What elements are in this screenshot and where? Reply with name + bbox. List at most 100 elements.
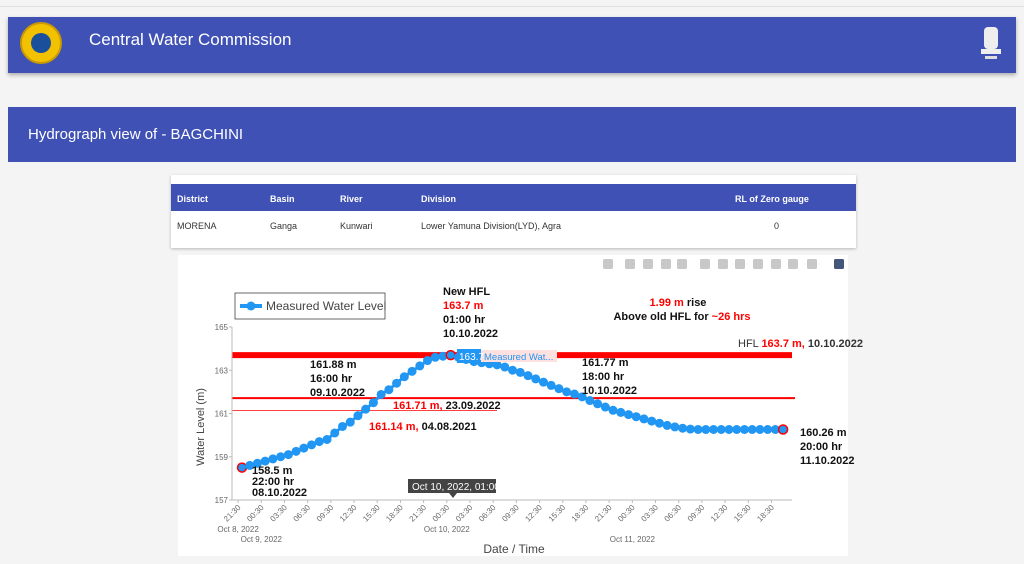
data-point[interactable] — [662, 420, 672, 430]
data-point[interactable] — [368, 398, 378, 408]
data-point[interactable] — [716, 425, 726, 435]
data-point[interactable] — [701, 425, 711, 435]
data-point[interactable] — [631, 412, 641, 422]
data-point[interactable] — [685, 424, 695, 434]
data-point[interactable] — [345, 417, 355, 427]
data-point[interactable] — [577, 392, 587, 402]
pan-icon[interactable] — [643, 259, 653, 269]
reset-axes-icon[interactable] — [753, 259, 763, 269]
data-point[interactable] — [291, 446, 301, 456]
legend[interactable]: Measured Water Level — [234, 292, 386, 320]
hover-closest-icon[interactable] — [788, 259, 798, 269]
data-point[interactable] — [670, 422, 680, 432]
x-tick-label: 03:30 — [268, 503, 289, 524]
cell-district: MORENA — [177, 221, 217, 231]
data-point[interactable] — [492, 360, 502, 370]
data-point[interactable] — [268, 454, 278, 464]
start-time: 22:00 hr — [252, 476, 295, 488]
data-point[interactable] — [299, 443, 309, 453]
x-tick-label: 06:30 — [663, 503, 684, 524]
data-point[interactable] — [585, 396, 595, 406]
plotly-logo-icon[interactable] — [834, 259, 844, 269]
data-point[interactable] — [322, 434, 332, 444]
data-point[interactable] — [732, 425, 742, 435]
data-point[interactable] — [252, 458, 262, 468]
data-point[interactable] — [709, 425, 719, 435]
data-point[interactable] — [438, 351, 448, 361]
hydrograph-chart[interactable]: 157 159 161 163 165 21:30 Oct 8, 2022 00:30 Oct … — [178, 255, 863, 556]
data-point[interactable] — [384, 385, 394, 395]
data-point[interactable] — [392, 378, 402, 388]
x-tick-label: 21:30 — [593, 503, 614, 524]
x-tick-label: 09:30 — [315, 503, 336, 524]
hover-compare-icon[interactable] — [807, 259, 817, 269]
data-point[interactable] — [755, 425, 765, 435]
data-point[interactable] — [245, 460, 255, 470]
camera-icon[interactable] — [603, 259, 613, 269]
data-point[interactable] — [739, 425, 749, 435]
table-header: District Basin River Division RL of Zero… — [171, 184, 856, 211]
data-point[interactable] — [523, 371, 533, 381]
data-point[interactable] — [361, 404, 371, 414]
data-point[interactable] — [554, 384, 564, 394]
data-point[interactable] — [639, 414, 649, 424]
zoom-in-icon[interactable] — [700, 259, 710, 269]
app-header: Central Water Commission — [8, 17, 1016, 73]
cell-rl-zero: 0 — [774, 221, 780, 231]
data-point[interactable] — [353, 411, 363, 421]
data-point[interactable] — [423, 356, 433, 366]
new-hfl-value: 163.7 m — [443, 300, 484, 312]
data-point[interactable] — [693, 425, 703, 435]
data-point[interactable] — [260, 456, 270, 466]
data-point[interactable] — [546, 380, 556, 390]
cross-up-date: 09.10.2022 — [310, 387, 365, 399]
data-point[interactable] — [445, 349, 456, 361]
data-point[interactable] — [747, 425, 757, 435]
spike-lines-icon[interactable] — [771, 259, 781, 269]
data-point[interactable] — [376, 389, 386, 399]
data-point[interactable] — [500, 362, 510, 372]
x-tick-label: 21:30 — [222, 503, 243, 524]
data-point[interactable] — [593, 399, 603, 409]
data-point[interactable] — [236, 462, 248, 473]
x-tick-date-label: Oct 11, 2022 — [610, 535, 656, 544]
cross-down-value: 161.77 m — [582, 357, 629, 369]
data-point[interactable] — [770, 425, 780, 435]
data-point[interactable] — [314, 437, 324, 447]
zoom-out-icon[interactable] — [718, 259, 728, 269]
data-point[interactable] — [654, 418, 664, 428]
data-point[interactable] — [276, 452, 286, 462]
data-point[interactable] — [724, 425, 734, 435]
data-point[interactable] — [562, 387, 572, 397]
data-point[interactable] — [430, 352, 440, 362]
data-point[interactable] — [647, 416, 657, 426]
data-point[interactable] — [337, 421, 347, 431]
data-point[interactable] — [399, 372, 409, 382]
box-select-icon[interactable] — [661, 259, 671, 269]
data-point[interactable] — [330, 428, 340, 438]
lasso-icon[interactable] — [677, 259, 687, 269]
data-point[interactable] — [407, 366, 417, 376]
zoom-icon[interactable] — [625, 259, 635, 269]
data-point[interactable] — [531, 374, 541, 384]
data-point[interactable] — [283, 450, 293, 460]
x-tick-label: 21:30 — [408, 503, 429, 524]
data-point[interactable] — [678, 423, 688, 433]
data-point[interactable] — [608, 405, 618, 415]
data-point[interactable] — [508, 365, 518, 375]
data-point[interactable] — [307, 440, 317, 450]
data-point[interactable] — [415, 361, 425, 371]
data-point[interactable] — [763, 425, 773, 435]
data-point[interactable] — [600, 402, 610, 412]
end-value: 160.26 m — [800, 427, 847, 439]
autoscale-icon[interactable] — [735, 259, 745, 269]
data-point[interactable] — [515, 367, 525, 377]
start-value: 158.5 m — [252, 465, 293, 477]
modebar[interactable] — [603, 259, 844, 269]
data-point[interactable] — [569, 389, 579, 399]
data-point[interactable] — [777, 424, 789, 435]
data-point[interactable] — [616, 407, 626, 417]
data-point[interactable] — [624, 410, 633, 420]
data-point[interactable] — [538, 377, 548, 387]
